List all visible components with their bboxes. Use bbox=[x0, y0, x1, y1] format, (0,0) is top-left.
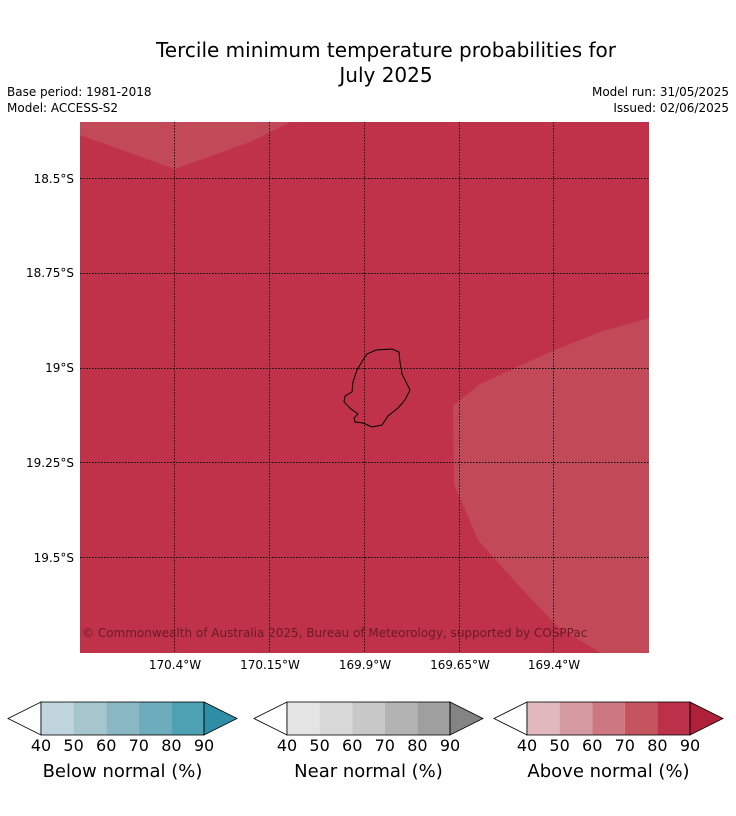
lon-label: 169.9°W bbox=[338, 658, 392, 672]
colorbar-tick-label: 40 bbox=[516, 736, 538, 755]
map-panel bbox=[80, 122, 649, 653]
copyright-notice: © Commonwealth of Australia 2025, Bureau… bbox=[82, 626, 588, 640]
colorbar-under-arrow bbox=[493, 701, 528, 736]
colorbar-label: Above normal (%) bbox=[527, 761, 690, 782]
colorbar-segment bbox=[624, 702, 658, 735]
colorbar-outline bbox=[286, 701, 451, 736]
colorbar-segment bbox=[73, 702, 107, 735]
colorbar-over-arrow bbox=[689, 701, 724, 736]
colorbar-tick-label: 70 bbox=[128, 736, 149, 755]
meta-left: Base period: 1981-2018 Model: ACCESS-S2 bbox=[7, 84, 152, 116]
niue-coastline bbox=[343, 348, 411, 428]
colorbar-segment bbox=[319, 702, 353, 735]
lighter-region-top bbox=[80, 122, 290, 169]
lon-label: 170.15°W bbox=[240, 658, 300, 672]
colorbar-tick-label: 90 bbox=[679, 736, 701, 755]
colorbar-tick-label: 80 bbox=[161, 736, 182, 755]
lon-label: 169.4°W bbox=[527, 658, 581, 672]
colorbar-segment bbox=[559, 702, 593, 735]
colorbar-tick-label: 70 bbox=[614, 736, 635, 755]
colorbar-segment bbox=[592, 702, 625, 735]
model-name: Model: ACCESS-S2 bbox=[7, 101, 119, 115]
colorbar-over-arrow bbox=[449, 701, 484, 736]
colorbar bbox=[253, 701, 484, 736]
colorbar-tick-label: 90 bbox=[439, 736, 461, 755]
colorbar-outline bbox=[526, 701, 691, 736]
lon-label: 170.4°W bbox=[148, 658, 202, 672]
colorbar-segment bbox=[657, 702, 690, 735]
colorbar-tick-label: 50 bbox=[549, 736, 570, 755]
title-line-2: July 2025 bbox=[339, 63, 433, 87]
colorbar-tick-label: 60 bbox=[96, 736, 117, 755]
colorbar-tick-label: 40 bbox=[276, 736, 298, 755]
lat-label: 19.25°S bbox=[26, 456, 74, 470]
colorbar-label: Below normal (%) bbox=[42, 761, 203, 782]
colorbar-tick-label: 50 bbox=[63, 736, 84, 755]
meta-right: Model run: 31/05/2025 Issued: 02/06/2025 bbox=[592, 84, 729, 116]
lighter-region-right bbox=[453, 318, 649, 653]
colorbar-segment bbox=[41, 702, 74, 735]
colorbar bbox=[493, 701, 724, 736]
colorbar-segment bbox=[384, 702, 418, 735]
colorbar-tick-label: 40 bbox=[30, 736, 52, 755]
lat-label: 19.5°S bbox=[33, 551, 74, 565]
lon-label: 169.65°W bbox=[430, 658, 490, 672]
gridlines bbox=[80, 122, 649, 653]
colorbar-segment bbox=[352, 702, 385, 735]
colorbar-label: Near normal (%) bbox=[294, 761, 443, 782]
model-run: Model run: 31/05/2025 bbox=[591, 85, 729, 99]
colorbar-tick-label: 90 bbox=[193, 736, 215, 755]
title-line-1: Tercile minimum temperature probabilitie… bbox=[155, 38, 617, 62]
issued-date: Issued: 02/06/2025 bbox=[613, 101, 729, 115]
colorbar-segment bbox=[106, 702, 139, 735]
colorbar-outline bbox=[40, 701, 205, 736]
colorbar-tick-label: 60 bbox=[582, 736, 603, 755]
base-period: Base period: 1981-2018 bbox=[7, 85, 152, 99]
lat-label: 18.5°S bbox=[33, 172, 74, 186]
colorbar-tick-label: 50 bbox=[309, 736, 330, 755]
colorbar-segment bbox=[527, 702, 560, 735]
colorbar-tick-label: 80 bbox=[647, 736, 668, 755]
colorbar-under-arrow bbox=[253, 701, 288, 736]
colorbar-tick-label: 70 bbox=[374, 736, 395, 755]
map-canvas bbox=[80, 122, 649, 653]
colorbar bbox=[7, 701, 238, 736]
colorbar-segment bbox=[138, 702, 172, 735]
lat-label: 19°S bbox=[45, 361, 74, 375]
colorbar-segment bbox=[171, 702, 204, 735]
colorbar-tick-label: 80 bbox=[407, 736, 428, 755]
colorbar-segment bbox=[287, 702, 320, 735]
colorbar-tick-label: 60 bbox=[342, 736, 363, 755]
lat-label: 18.75°S bbox=[26, 266, 74, 280]
map-title: Tercile minimum temperature probabilitie… bbox=[0, 38, 736, 88]
colorbar-over-arrow bbox=[203, 701, 238, 736]
colorbar-under-arrow bbox=[7, 701, 42, 736]
colorbar-segment bbox=[417, 702, 450, 735]
